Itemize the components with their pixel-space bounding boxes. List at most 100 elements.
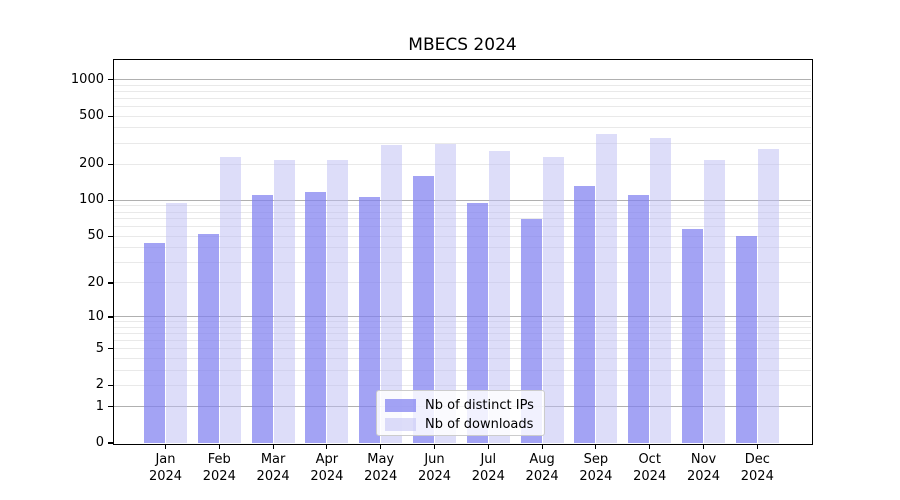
x-tick-dec [756, 444, 758, 449]
gridline-minor-3 [114, 369, 811, 371]
y-tick-label-5: 5 [95, 340, 104, 356]
y-tick-1000 [108, 79, 113, 81]
bar-distinct-ips-jul [466, 202, 488, 443]
gridline-minor-6 [114, 340, 811, 342]
gridline-minor-200 [114, 163, 811, 165]
gridline-minor-7 [114, 333, 811, 335]
y-tick-20 [108, 282, 113, 284]
x-tick-label-mar: Mar 2024 [256, 452, 290, 484]
bar-downloads-nov [704, 160, 725, 443]
y-tick-label-1000: 1000 [70, 71, 104, 87]
x-tick-label-dec: Dec 2024 [740, 452, 774, 484]
gridline-minor-8 [114, 327, 811, 328]
x-tick-feb [218, 444, 220, 449]
x-tick-nov [702, 444, 705, 449]
y-tick-label-200: 200 [79, 156, 104, 172]
gridline-minor-5 [114, 348, 811, 350]
y-tick-label-100: 100 [79, 192, 104, 208]
x-tick-label-feb: Feb 2024 [202, 452, 236, 484]
bar-downloads-may [381, 144, 403, 443]
x-tick-oct [649, 444, 651, 449]
x-tick-label-jul: Jul 2024 [471, 452, 505, 484]
y-tick-label-500: 500 [79, 108, 104, 124]
bar-downloads-oct [650, 138, 672, 443]
y-tick-100 [108, 199, 113, 202]
gridline-minor-800 [114, 91, 811, 93]
gridline-minor-900 [114, 84, 811, 86]
gridline-minor-4 [114, 357, 811, 359]
x-tick-sep [595, 444, 597, 449]
y-tick-label-0: 0 [95, 435, 104, 450]
gridline-minor-2 [114, 384, 811, 386]
gridline-minor-500 [114, 115, 811, 117]
bar-distinct-ips-sep [574, 185, 596, 443]
bar-downloads-mar [273, 159, 295, 443]
x-tick-jan [164, 444, 167, 449]
bar-downloads-aug [542, 156, 564, 443]
gridline-minor-50 [114, 235, 811, 237]
gridline-minor-9 [114, 321, 811, 323]
bar-downloads-jun [435, 143, 456, 443]
x-tick-label-jun: Jun 2024 [417, 452, 452, 484]
gridline-major-100 [114, 199, 811, 201]
bar-distinct-ips-apr [305, 191, 327, 443]
gridline-major-1000 [114, 79, 811, 81]
x-tick-label-apr: Apr 2024 [310, 452, 344, 484]
x-tick-mar [272, 444, 274, 449]
bar-distinct-ips-jan [144, 242, 165, 443]
y-tick-2 [108, 384, 113, 386]
y-tick-label-1: 1 [95, 398, 104, 414]
gridline-minor-70 [114, 218, 811, 220]
bar-distinct-ips-aug [520, 218, 542, 443]
x-tick-apr [326, 444, 328, 449]
y-tick-label-50: 50 [87, 228, 104, 244]
chart-title: MBECS 2024 [408, 35, 517, 55]
y-tick-1 [108, 405, 113, 408]
bar-distinct-ips-jun [413, 175, 434, 443]
x-tick-label-jan: Jan 2024 [148, 452, 183, 484]
x-tick-label-nov: Nov 2024 [686, 452, 721, 484]
x-tick-aug [541, 444, 543, 449]
bar-downloads-jul [488, 150, 510, 443]
gridline-major-10 [114, 316, 811, 318]
bar-downloads-jan [166, 203, 187, 443]
bar-downloads-feb [219, 156, 241, 443]
legend-item-downloads: Nb of downloads [385, 416, 536, 433]
gridline-minor-600 [114, 106, 811, 108]
legend-item-distinct-ips: Nb of distinct IPs [385, 397, 536, 414]
y-tick-label-2: 2 [95, 377, 104, 393]
y-tick-0 [108, 442, 113, 444]
legend-swatch-downloads [385, 418, 416, 431]
legend-label-distinct-ips: Nb of distinct IPs [425, 398, 534, 413]
gridline-minor-80 [114, 211, 811, 213]
y-tick-500 [108, 115, 113, 117]
bar-distinct-ips-may [359, 196, 381, 443]
x-tick-may [380, 444, 382, 449]
y-tick-5 [108, 348, 113, 350]
legend: Nb of distinct IPs Nb of downloads [376, 390, 545, 436]
bar-downloads-dec [757, 148, 779, 443]
y-tick-50 [108, 235, 113, 237]
legend-label-downloads: Nb of downloads [425, 417, 534, 432]
bar-downloads-apr [327, 160, 349, 443]
bar-distinct-ips-oct [628, 194, 650, 443]
y-tick-label-20: 20 [87, 274, 104, 290]
bar-distinct-ips-mar [251, 194, 273, 443]
bar-distinct-ips-feb [197, 234, 219, 443]
gridline-minor-400 [114, 127, 811, 129]
bar-downloads-sep [596, 134, 618, 443]
y-tick-200 [108, 163, 113, 165]
x-tick-jul [487, 444, 489, 449]
x-tick-label-sep: Sep 2024 [579, 452, 613, 484]
y-tick-10 [108, 316, 113, 318]
plot-area: 0 1 2 5 10 20 50 100 200 500 1000 Jan 2024 Feb 2024 M… [71, 58, 813, 484]
x-tick-label-oct: Oct 2024 [633, 452, 667, 484]
gridline-minor-700 [114, 98, 811, 100]
gridline-minor-20 [114, 282, 811, 284]
y-tick-label-10: 10 [87, 308, 104, 324]
gridline-minor-90 [114, 205, 811, 207]
x-tick-jun [433, 444, 436, 449]
gridline-minor-30 [114, 262, 811, 263]
gridline-minor-40 [114, 247, 811, 249]
